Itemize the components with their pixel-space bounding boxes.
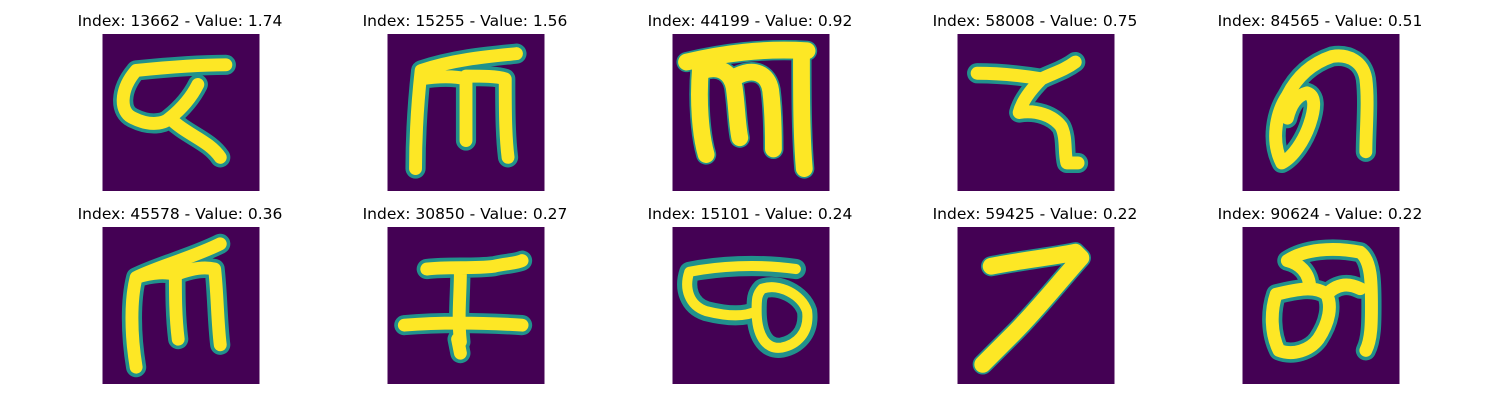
panel-title: Index: 15101 - Value: 0.24: [647, 205, 853, 223]
panel-6: Index: 45578 - Value: 0.36: [50, 203, 310, 384]
panel-2: Index: 15255 - Value: 1.56: [335, 10, 595, 191]
panel-1: Index: 13662 - Value: 1.74: [50, 10, 310, 191]
panel-5: Index: 84565 - Value: 0.51: [1190, 10, 1450, 191]
panel-title: Index: 13662 - Value: 1.74: [77, 12, 283, 30]
panel-title: Index: 58008 - Value: 0.75: [932, 12, 1138, 30]
panel-title: Index: 44199 - Value: 0.92: [647, 12, 853, 30]
glyph-image: [387, 227, 545, 384]
panel-title: Index: 84565 - Value: 0.51: [1217, 12, 1423, 30]
glyph-image: [672, 34, 830, 191]
glyph-image: [387, 34, 545, 191]
panel-title: Index: 45578 - Value: 0.36: [77, 205, 283, 223]
glyph-image: [102, 227, 260, 384]
glyph-image: [1242, 227, 1400, 384]
panel-title: Index: 15255 - Value: 1.56: [362, 12, 568, 30]
glyph-image: [102, 34, 260, 191]
glyph-image: [672, 227, 830, 384]
glyph-image: [957, 34, 1115, 191]
panel-title: Index: 30850 - Value: 0.27: [362, 205, 568, 223]
panel-8: Index: 15101 - Value: 0.24: [620, 203, 880, 384]
panel-9: Index: 59425 - Value: 0.22: [905, 203, 1165, 384]
panel-title: Index: 59425 - Value: 0.22: [932, 205, 1138, 223]
glyph-image: [957, 227, 1115, 384]
panel-3: Index: 44199 - Value: 0.92: [620, 10, 880, 191]
panel-10: Index: 90624 - Value: 0.22: [1190, 203, 1450, 384]
panel-title: Index: 90624 - Value: 0.22: [1217, 205, 1423, 223]
panel-4: Index: 58008 - Value: 0.75: [905, 10, 1165, 191]
glyph-image: [1242, 34, 1400, 191]
panel-7: Index: 30850 - Value: 0.27: [335, 203, 595, 384]
